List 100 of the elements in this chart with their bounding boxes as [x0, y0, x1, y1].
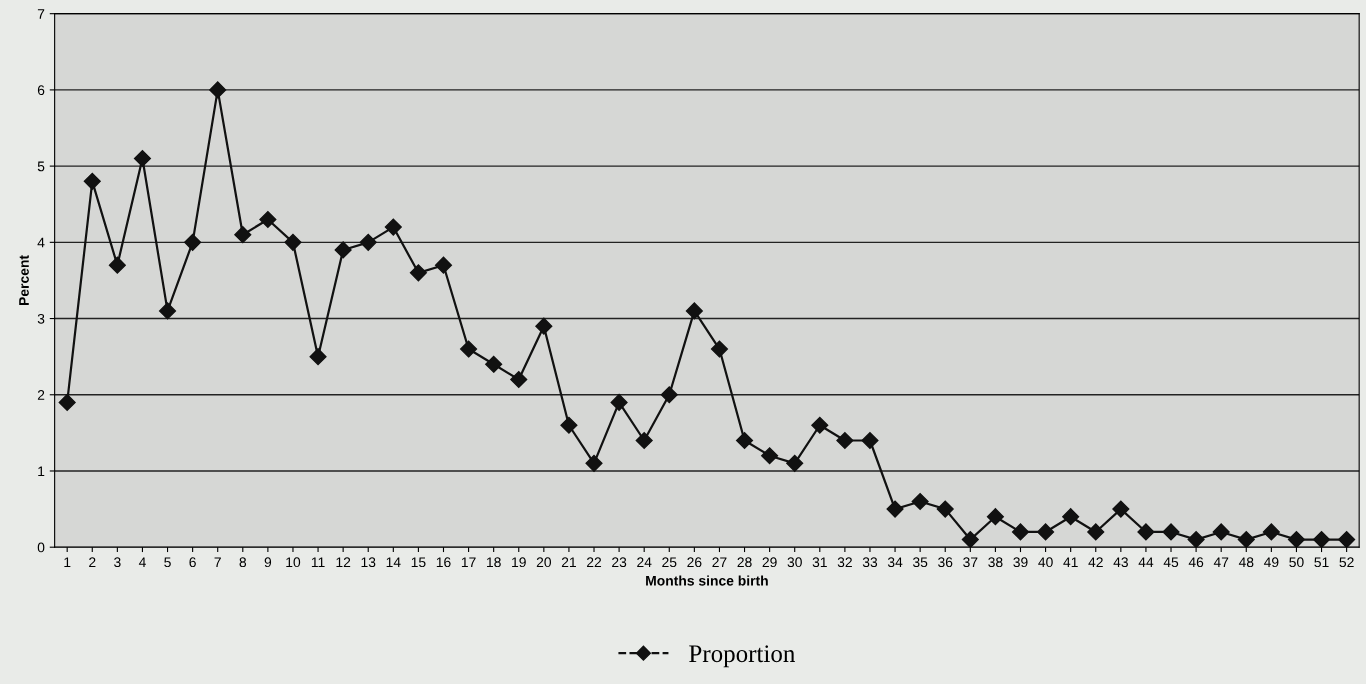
x-tick-label: 20: [536, 557, 552, 568]
point: [610, 393, 628, 411]
point: [710, 340, 729, 358]
x-tick-label: 23: [612, 557, 627, 568]
x-tick-label: 8: [239, 557, 247, 568]
point: [635, 431, 653, 450]
point: [1237, 531, 1255, 548]
point: [209, 81, 227, 99]
x-tick-label: 15: [411, 557, 426, 568]
y-tick-label: 3: [37, 313, 45, 324]
x-tick-label: 7: [214, 557, 221, 567]
x-tick-label: 34: [887, 557, 903, 568]
x-tick-label: 16: [436, 557, 451, 568]
x-tick-label: 46: [1188, 557, 1204, 568]
point: [359, 233, 377, 251]
x-tick-label: 40: [1038, 557, 1053, 568]
y-tick-label: 1: [38, 466, 45, 477]
x-tick-label: 6: [189, 557, 196, 568]
point: [184, 233, 202, 251]
point: [1062, 508, 1080, 526]
point: [936, 500, 954, 518]
point: [83, 172, 101, 190]
point: [234, 226, 252, 244]
point: [961, 531, 979, 548]
x-tick-label: 11: [311, 557, 325, 567]
x-tick-label: 10: [286, 557, 301, 568]
x-tick-label: 42: [1088, 557, 1103, 567]
x-tick-label: 27: [712, 557, 727, 567]
x-tick-label: 41: [1063, 557, 1078, 567]
point: [911, 492, 929, 511]
point: [460, 340, 478, 358]
x-tick-label: 26: [687, 557, 702, 568]
x-tick-label: 21: [561, 557, 576, 567]
point: [510, 370, 528, 389]
point: [535, 317, 553, 335]
x-tick-label: 43: [1113, 557, 1128, 568]
point: [158, 302, 177, 320]
point: [1162, 523, 1180, 541]
point: [585, 454, 603, 472]
x-tick-label: 5: [164, 557, 171, 568]
x-tick-label: 9: [264, 557, 272, 568]
x-tick-label: 52: [1339, 557, 1354, 568]
point: [660, 386, 678, 404]
x-tick-label: 50: [1289, 557, 1304, 568]
point: [284, 233, 302, 251]
point: [334, 241, 352, 259]
x-tick-label: 32: [837, 557, 852, 568]
point: [761, 447, 779, 465]
point: [1262, 523, 1280, 541]
x-tick-label: 30: [787, 557, 802, 568]
x-tick-label: 19: [512, 557, 526, 568]
point: [986, 508, 1004, 526]
x-tick-label: 28: [737, 557, 752, 568]
legend-label: Proportion: [689, 645, 795, 668]
point: [58, 393, 76, 411]
x-tick-label: 29: [762, 557, 777, 568]
point: [886, 500, 904, 518]
point: [1137, 523, 1155, 541]
x-tick-label: 38: [988, 557, 1003, 568]
point: [1287, 531, 1306, 548]
x-axis-title: Months since birth: [646, 575, 768, 586]
point: [259, 210, 277, 229]
point: [434, 256, 453, 274]
point: [1187, 531, 1205, 548]
point: [836, 431, 854, 450]
point: [133, 149, 151, 168]
x-tick-label: 13: [361, 557, 376, 568]
x-tick-label: 4: [138, 557, 146, 567]
point: [309, 348, 327, 366]
y-tick-label: 7: [37, 9, 45, 19]
x-tick-label: 51: [1314, 557, 1329, 568]
x-tick-label: 37: [963, 557, 978, 568]
y-tick-label: 4: [37, 237, 45, 248]
y-tick-label: 2: [37, 390, 45, 400]
y-tick-label: 0: [37, 542, 45, 553]
point: [1312, 531, 1331, 548]
point: [1087, 523, 1105, 541]
x-tick-label: 17: [461, 557, 476, 567]
x-tick-label: 31: [812, 557, 827, 568]
point: [1037, 523, 1055, 541]
x-tick-label: 36: [938, 557, 953, 568]
point: [409, 264, 427, 282]
x-tick-label: 33: [862, 557, 878, 568]
x-tick-label: 25: [662, 557, 677, 568]
x-tick-label: 1: [64, 557, 71, 567]
x-tick-label: 24: [637, 557, 652, 567]
x-tick-label: 48: [1238, 557, 1254, 568]
x-tick-label: 14: [386, 557, 401, 567]
y-tick-label: 5: [37, 161, 45, 172]
point: [786, 454, 804, 472]
x-tick-label: 3: [114, 557, 121, 568]
point: [485, 355, 503, 373]
point: [861, 431, 879, 450]
point: [560, 416, 578, 434]
point: [384, 218, 402, 236]
point: [685, 302, 703, 320]
x-tick-label: 12: [336, 557, 351, 567]
x-tick-label: 44: [1138, 557, 1154, 567]
point: [1011, 523, 1030, 541]
x-tick-label: 35: [912, 557, 928, 568]
